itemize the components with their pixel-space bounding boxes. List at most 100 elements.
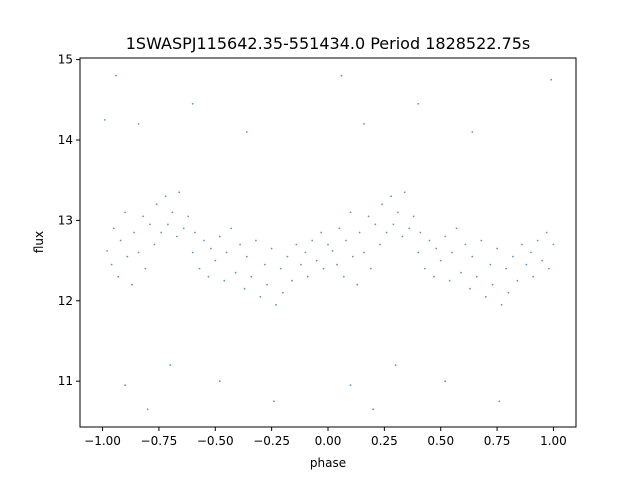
data-point-37 [245,255,248,258]
data-point-41 [264,263,266,266]
data-point-34 [234,271,237,274]
data-point-26 [203,239,205,242]
data-point-17 [167,223,169,226]
data-point-19 [176,235,178,238]
x-tick-label: 0.25 [371,434,398,448]
data-point-5 [124,211,126,214]
data-point-129 [273,400,275,403]
data-point-93 [464,243,467,246]
data-point-88 [444,235,447,238]
data-point-106 [516,279,519,282]
data-point-8 [133,231,136,234]
data-point-40 [259,295,262,298]
y-tick-label: 11 [58,374,73,388]
data-point-120 [340,74,343,77]
data-point-81 [417,251,420,254]
x-axis-ticks: −1.00 −0.75 −0.50 −0.25 0.00 0.25 0.50 0.75 1.00 [84,427,567,448]
data-point-105 [512,255,514,258]
data-point-24 [194,231,196,234]
y-tick-label: 13 [58,213,73,227]
data-point-11 [144,267,147,270]
data-point-31 [223,279,226,282]
data-point-69 [369,267,372,270]
data-point-13 [153,243,156,246]
data-point-82 [419,231,422,234]
y-axis-ticks: 11 12 13 14 15 [58,53,80,388]
data-point-6 [126,255,129,258]
data-point-73 [385,231,388,234]
data-point-16 [164,195,167,198]
data-point-125 [103,119,106,121]
data-point-118 [191,102,194,105]
data-point-48 [291,279,293,282]
x-axis-label: phase [310,456,346,470]
data-point-133 [498,400,501,403]
data-point-27 [207,275,210,278]
data-point-4 [119,239,122,242]
data-point-135 [394,364,397,366]
data-point-51 [304,251,307,254]
data-point-9 [137,251,140,254]
data-point-72 [381,203,383,206]
data-point-46 [282,291,284,294]
data-point-12 [149,223,151,226]
data-point-14 [155,203,158,206]
data-point-109 [530,251,532,254]
data-point-21 [182,227,185,230]
data-point-95 [471,255,474,258]
data-point-33 [230,227,233,230]
y-tick-label: 15 [58,53,73,67]
data-point-112 [541,259,544,262]
data-point-60 [338,227,341,230]
data-point-65 [356,283,359,286]
data-point-98 [484,295,487,298]
data-point-97 [480,239,483,242]
data-point-104 [507,291,510,294]
data-point-77 [401,235,404,238]
data-point-76 [397,211,399,214]
data-point-0 [106,250,108,252]
data-point-86 [435,247,438,250]
data-point-99 [489,263,492,266]
data-point-1 [110,263,113,266]
data-point-10 [142,215,145,218]
data-point-78 [403,191,406,194]
data-point-7 [131,283,133,286]
data-point-91 [455,227,458,230]
data-point-127 [146,408,149,411]
data-point-28 [209,247,212,250]
data-point-134 [169,364,172,366]
data-point-2 [112,227,115,230]
data-point-107 [521,243,523,246]
data-point-101 [496,247,498,250]
data-point-123 [471,131,474,133]
data-point-126 [124,384,126,387]
data-point-80 [412,215,415,218]
data-point-121 [363,123,365,125]
data-point-70 [374,223,377,226]
chart-title: 1SWASPJ115642.35-551434.0 Period 1828522… [126,34,531,53]
data-point-45 [279,267,282,270]
data-point-58 [331,250,334,252]
x-tick-label: 1.00 [540,434,567,448]
data-point-85 [433,275,435,278]
data-point-36 [243,287,246,290]
data-point-22 [187,215,190,218]
y-tick-label: 14 [58,133,73,147]
data-point-55 [320,231,323,234]
x-tick-label: −0.50 [197,434,234,448]
data-point-44 [275,303,277,306]
data-point-79 [408,227,411,230]
data-point-92 [460,271,462,274]
data-point-117 [137,123,140,125]
data-point-18 [171,211,174,214]
x-tick-label: −1.00 [84,434,121,448]
data-point-49 [295,243,298,246]
data-point-30 [218,235,221,238]
data-point-39 [255,239,257,242]
data-point-15 [160,231,163,234]
data-point-83 [424,267,426,270]
data-point-131 [372,408,374,411]
data-point-110 [532,275,535,278]
